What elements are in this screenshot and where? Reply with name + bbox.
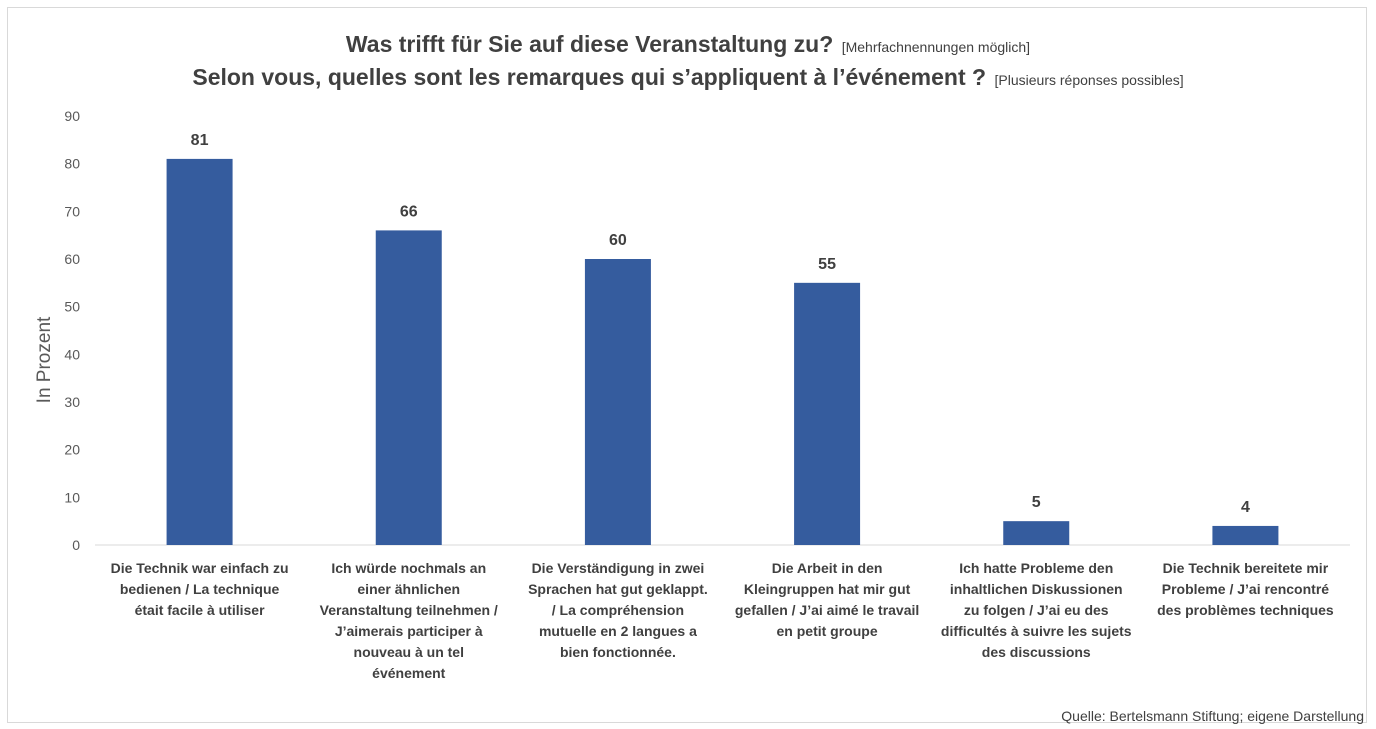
data-label: 66 <box>400 203 418 220</box>
source-note: Quelle: Bertelsmann Stiftung; eigene Dar… <box>1061 708 1364 724</box>
x-category-label-line: était facile à utiliser <box>135 602 265 618</box>
x-category-label: Ich hatte Probleme den inhaltlichen Disku… <box>941 560 1132 660</box>
y-axis-label: In Prozent <box>34 316 55 403</box>
chart-title-line-1: Was trifft für Sie auf diese Veranstaltu… <box>0 31 1376 58</box>
y-tick-label: 10 <box>64 489 80 505</box>
x-category-label-line: événement <box>372 665 445 681</box>
y-tick-label: 50 <box>64 299 80 315</box>
data-label: 55 <box>818 256 836 273</box>
x-category-label-line: zu folgen / J’ai eu des <box>964 602 1109 618</box>
bar <box>584 259 651 545</box>
x-category-label-line: Veranstaltung teilnehmen / <box>320 602 498 618</box>
data-label: 5 <box>1032 494 1041 511</box>
x-category-label-line: inhaltlichen Diskussionen <box>950 581 1123 597</box>
y-tick-label: 60 <box>64 251 80 267</box>
chart-title-french-note: [Plusieurs réponses possibles] <box>994 72 1184 88</box>
bar <box>1003 521 1070 545</box>
chart-title-french: Selon vous, quelles sont les remarques q… <box>192 64 987 90</box>
data-label: 4 <box>1241 499 1250 516</box>
data-label: 81 <box>191 132 209 149</box>
x-category-label-line: en petit groupe <box>777 623 878 639</box>
bar <box>794 282 861 545</box>
y-tick-label: 80 <box>64 156 80 172</box>
bar <box>375 230 442 545</box>
x-category-label-line: bedienen / La technique <box>120 581 280 597</box>
x-category-label-line: bien fonctionnée. <box>560 644 676 660</box>
x-category-label-line: Ich hatte Probleme den <box>959 560 1113 576</box>
x-category-label-line: Ich würde nochmals an <box>331 560 486 576</box>
x-category-label-line: Die Technik bereitete mir <box>1163 560 1329 576</box>
x-category-label: Die Verständigung in zwei Sprachen hat gu… <box>528 560 708 660</box>
y-tick-label: 0 <box>72 537 80 553</box>
x-category-label-line: mutuelle en 2 langues a <box>539 623 697 639</box>
chart-frame <box>7 7 1367 723</box>
bar <box>166 158 233 545</box>
x-category-label-line: Probleme / J’ai rencontré <box>1162 581 1329 597</box>
y-tick-label: 90 <box>64 108 80 124</box>
y-tick-label: 30 <box>64 394 80 410</box>
x-category-label-line: des discussions <box>982 644 1091 660</box>
x-category-label-line: / La compréhension <box>552 602 684 618</box>
y-tick-label: 40 <box>64 346 80 362</box>
chart-title-german-note: [Mehrfachnennungen möglich] <box>841 39 1031 55</box>
x-category-label-line: Die Verständigung in zwei <box>532 560 705 576</box>
chart-title-line-2: Selon vous, quelles sont les remarques q… <box>0 64 1376 91</box>
x-category-label-line: Die Technik war einfach zu <box>111 560 289 576</box>
x-category-label-line: gefallen / J’ai aimé le travail <box>735 602 919 618</box>
x-category-label-line: J’aimerais participer à <box>335 623 483 639</box>
x-category-label-line: des problèmes techniques <box>1157 602 1334 618</box>
y-tick-label: 70 <box>64 203 80 219</box>
x-category-label: Die Arbeit in den Kleingruppen hat mir gu… <box>735 560 919 639</box>
bar <box>1212 525 1279 545</box>
x-category-label: Die Technik bereitete mir Probleme / J’ai… <box>1157 560 1334 618</box>
y-tick-label: 20 <box>64 442 80 458</box>
x-category-label-line: Kleingruppen hat mir gut <box>744 581 911 597</box>
x-category-label-line: einer ähnlichen <box>357 581 460 597</box>
x-category-label: Die Technik war einfach zu bedienen / La … <box>111 560 289 618</box>
chart-title-german: Was trifft für Sie auf diese Veranstaltu… <box>345 31 834 57</box>
x-category-label-line: Sprachen hat gut geklappt. <box>528 581 708 597</box>
x-category-label-line: difficultés à suivre les sujets <box>941 623 1132 639</box>
data-label: 60 <box>609 232 627 249</box>
x-category-label: Ich würde nochmals an einer ähnlichen Vera… <box>320 560 498 681</box>
x-category-label-line: Die Arbeit in den <box>772 560 883 576</box>
x-category-label-line: nouveau à un tel <box>354 644 464 660</box>
